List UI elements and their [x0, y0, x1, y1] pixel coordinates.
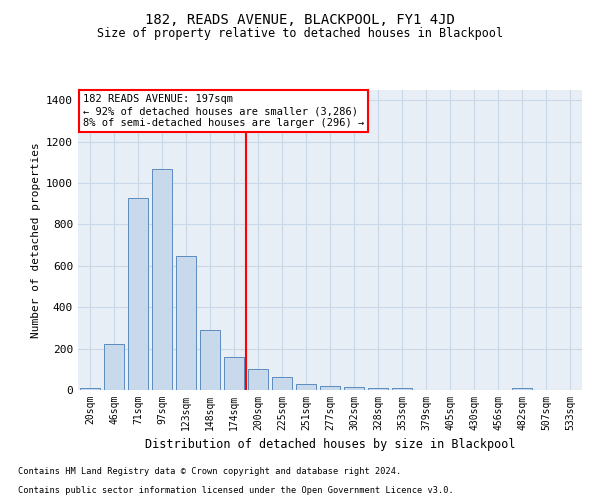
- Bar: [128, 198, 148, 390]
- Bar: [392, 388, 412, 390]
- Bar: [296, 384, 316, 390]
- Bar: [104, 344, 124, 390]
- Bar: [512, 388, 532, 390]
- Bar: [272, 376, 292, 390]
- Bar: [80, 388, 100, 390]
- Bar: [176, 256, 196, 390]
- Bar: [368, 388, 388, 390]
- Y-axis label: Number of detached properties: Number of detached properties: [31, 142, 41, 338]
- Bar: [344, 387, 364, 390]
- Text: Contains public sector information licensed under the Open Government Licence v3: Contains public sector information licen…: [18, 486, 454, 495]
- Bar: [152, 168, 172, 390]
- Bar: [248, 370, 268, 390]
- Text: Size of property relative to detached houses in Blackpool: Size of property relative to detached ho…: [97, 28, 503, 40]
- Text: Contains HM Land Registry data © Crown copyright and database right 2024.: Contains HM Land Registry data © Crown c…: [18, 467, 401, 476]
- Text: 182 READS AVENUE: 197sqm
← 92% of detached houses are smaller (3,286)
8% of semi: 182 READS AVENUE: 197sqm ← 92% of detach…: [83, 94, 364, 128]
- Bar: [320, 386, 340, 390]
- Text: 182, READS AVENUE, BLACKPOOL, FY1 4JD: 182, READS AVENUE, BLACKPOOL, FY1 4JD: [145, 12, 455, 26]
- Bar: [200, 330, 220, 390]
- X-axis label: Distribution of detached houses by size in Blackpool: Distribution of detached houses by size …: [145, 438, 515, 452]
- Bar: [224, 357, 244, 390]
